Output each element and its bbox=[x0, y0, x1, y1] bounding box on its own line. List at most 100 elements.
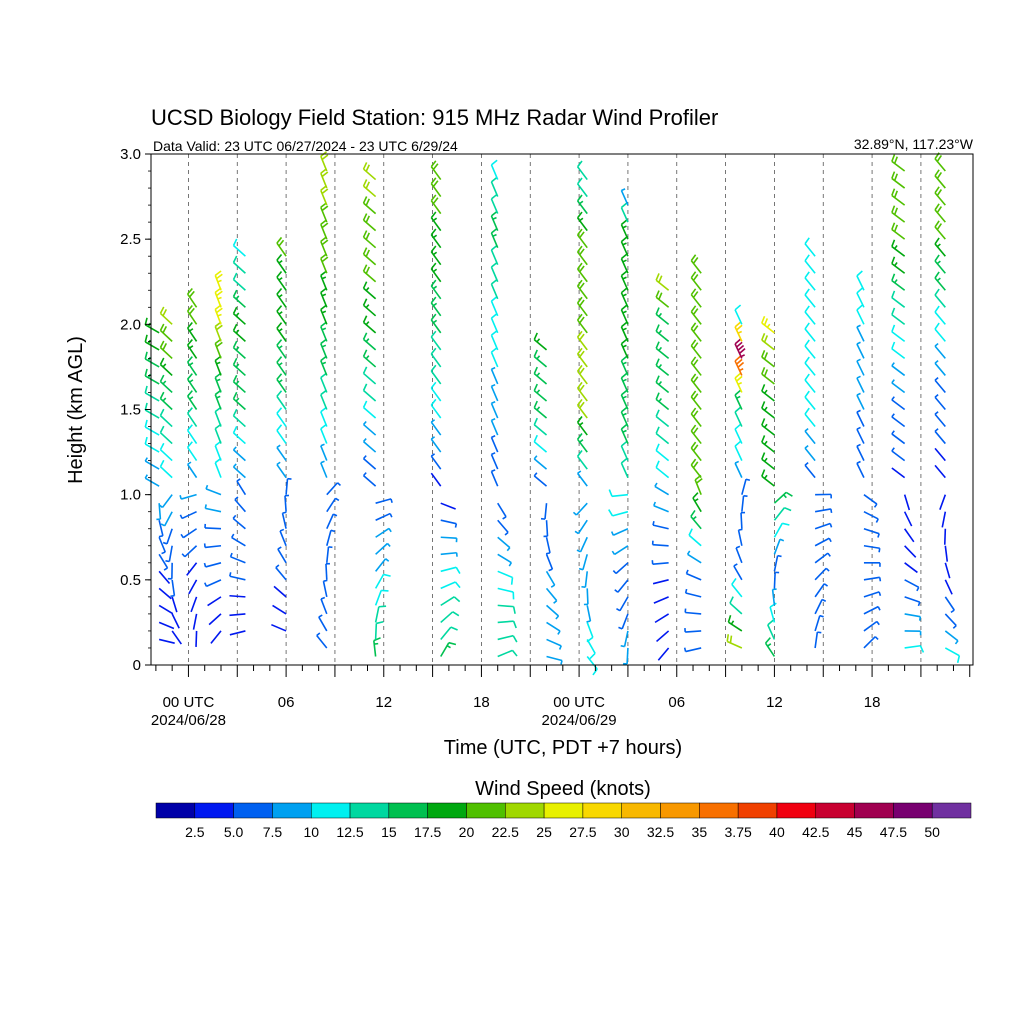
barb-half-flag bbox=[952, 625, 957, 629]
wind-barb bbox=[655, 426, 670, 445]
barb-half-flag bbox=[189, 396, 194, 400]
wind-barb bbox=[576, 279, 588, 300]
barb-staff bbox=[891, 382, 906, 394]
wind-barb bbox=[320, 219, 329, 240]
wind-barb bbox=[497, 502, 507, 520]
barb-staff bbox=[285, 478, 289, 495]
barb-staff bbox=[939, 494, 947, 510]
wind-barb bbox=[616, 596, 629, 612]
barb-staff bbox=[234, 499, 247, 513]
wind-barb bbox=[362, 196, 377, 215]
wind-barb bbox=[891, 154, 906, 172]
barb-half-flag bbox=[891, 447, 895, 452]
barb-staff bbox=[320, 411, 328, 427]
barb-half-flag bbox=[320, 460, 325, 464]
wind-barb bbox=[934, 411, 946, 428]
barb-half-flag bbox=[321, 327, 327, 331]
barb-staff bbox=[279, 530, 287, 547]
barb-flag bbox=[490, 244, 498, 251]
barb-half-flag bbox=[936, 260, 941, 265]
wind-barb bbox=[740, 511, 746, 529]
wind-barb bbox=[814, 598, 827, 615]
barb-staff bbox=[576, 183, 588, 198]
barb-half-flag bbox=[506, 547, 511, 552]
barb-half-flag bbox=[767, 643, 772, 647]
barb-half-flag bbox=[432, 319, 438, 324]
wind-barb bbox=[210, 630, 222, 644]
barb-flag bbox=[891, 171, 896, 179]
wind-barb bbox=[856, 426, 865, 444]
barb-flag bbox=[430, 313, 437, 321]
barb-staff bbox=[490, 232, 499, 248]
barb-staff bbox=[363, 304, 377, 317]
barb-staff bbox=[229, 613, 246, 617]
barb-flag bbox=[430, 330, 437, 338]
barb-flag bbox=[362, 230, 368, 238]
barb-half-flag bbox=[819, 614, 824, 618]
wind-barb bbox=[773, 491, 793, 504]
barb-staff bbox=[232, 313, 246, 325]
barb-flag bbox=[891, 290, 896, 298]
barb-half-flag bbox=[875, 518, 879, 523]
barb-staff bbox=[232, 295, 246, 308]
barb-staff bbox=[186, 361, 198, 376]
barb-half-flag bbox=[856, 341, 861, 345]
barb-staff bbox=[320, 155, 328, 172]
barb-flag bbox=[430, 194, 437, 202]
wind-barb bbox=[214, 355, 222, 376]
barb-staff bbox=[612, 528, 629, 536]
wind-barb bbox=[285, 477, 292, 495]
barb-half-flag bbox=[658, 329, 663, 335]
colorbar-swatch bbox=[582, 802, 622, 819]
wind-barb bbox=[586, 605, 592, 623]
barb-staff bbox=[232, 278, 246, 291]
barb-staff bbox=[619, 596, 629, 612]
barb-flag bbox=[620, 372, 628, 379]
barb-half-flag bbox=[934, 342, 939, 347]
barb-half-flag bbox=[827, 552, 831, 557]
barb-staff bbox=[271, 623, 287, 632]
barb-staff bbox=[686, 572, 702, 581]
wind-barb bbox=[903, 511, 913, 527]
barb-staff bbox=[576, 455, 588, 470]
legend-title: Wind Speed (knots) bbox=[475, 778, 651, 800]
barb-staff bbox=[161, 494, 173, 508]
barb-flag bbox=[579, 248, 585, 256]
wind-barb bbox=[814, 614, 824, 632]
wind-barb bbox=[229, 613, 246, 617]
barb-flag bbox=[734, 338, 742, 345]
barb-staff bbox=[533, 338, 548, 351]
barb-half-flag bbox=[622, 310, 627, 314]
barb-staff bbox=[158, 520, 164, 536]
barb-staff bbox=[320, 309, 328, 325]
barb-staff bbox=[734, 360, 743, 376]
barb-staff bbox=[655, 330, 670, 342]
barb-staff bbox=[856, 275, 865, 291]
barb-staff bbox=[440, 502, 456, 510]
wind-barb bbox=[159, 425, 173, 445]
barb-flag bbox=[579, 282, 585, 290]
wind-barb bbox=[804, 237, 816, 257]
barb-staff bbox=[863, 620, 878, 632]
barb-flag bbox=[739, 348, 746, 355]
wind-barb bbox=[276, 288, 287, 308]
barb-flag bbox=[276, 407, 283, 414]
wind-barb bbox=[863, 544, 881, 553]
barb-flag bbox=[761, 469, 766, 477]
barb-staff bbox=[620, 309, 629, 325]
barb-half-flag bbox=[763, 474, 768, 479]
barb-flag bbox=[576, 279, 583, 287]
wind-barb bbox=[620, 457, 629, 478]
barb-staff bbox=[490, 249, 499, 266]
barb-staff bbox=[891, 399, 906, 411]
barb-half-flag bbox=[622, 429, 627, 433]
barb-flag bbox=[576, 364, 583, 372]
wind-barb bbox=[804, 322, 816, 342]
barb-staff bbox=[690, 430, 702, 445]
barb-staff bbox=[363, 423, 377, 436]
wind-barb bbox=[430, 381, 442, 402]
wind-barb bbox=[934, 428, 946, 445]
barb-flag bbox=[144, 334, 148, 343]
barb-half-flag bbox=[917, 601, 921, 607]
wind-barb bbox=[614, 579, 629, 593]
